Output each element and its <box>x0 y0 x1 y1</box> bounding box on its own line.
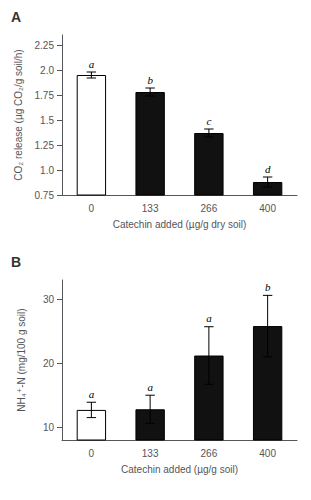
svg-text:2.0: 2.0 <box>40 65 54 76</box>
svg-text:d: d <box>265 163 271 175</box>
svg-text:b: b <box>265 281 271 293</box>
svg-text:Catechin added (µg/g soil): Catechin added (µg/g soil) <box>121 464 238 475</box>
svg-text:0: 0 <box>89 448 95 459</box>
svg-text:0.75: 0.75 <box>35 190 55 201</box>
svg-text:a: a <box>89 58 95 70</box>
svg-text:266: 266 <box>201 203 218 214</box>
svg-text:a: a <box>206 312 212 324</box>
svg-text:133: 133 <box>142 203 159 214</box>
svg-text:2.25: 2.25 <box>35 40 55 51</box>
svg-text:A: A <box>11 9 21 25</box>
svg-text:10: 10 <box>43 422 55 433</box>
svg-text:c: c <box>206 115 211 127</box>
svg-text:400: 400 <box>259 448 276 459</box>
svg-text:Catechin added (µg/g dry soil): Catechin added (µg/g dry soil) <box>113 219 247 230</box>
svg-text:1.75: 1.75 <box>35 90 55 101</box>
svg-text:1.0: 1.0 <box>40 165 54 176</box>
svg-text:133: 133 <box>142 448 159 459</box>
svg-text:30: 30 <box>43 294 55 305</box>
svg-text:266: 266 <box>201 448 218 459</box>
svg-text:B: B <box>11 254 21 270</box>
svg-text:0: 0 <box>89 203 95 214</box>
svg-text:a: a <box>147 381 153 393</box>
svg-text:400: 400 <box>259 203 276 214</box>
svg-text:1.5: 1.5 <box>40 115 54 126</box>
svg-text:20: 20 <box>43 358 55 369</box>
svg-text:b: b <box>147 74 153 86</box>
svg-text:a: a <box>89 388 95 400</box>
svg-text:CO₂ release (µg CO₂/g soil/h): CO₂ release (µg CO₂/g soil/h) <box>13 49 24 180</box>
svg-text:1.25: 1.25 <box>35 140 55 151</box>
svg-text:NH₄⁺-N (mg/100 g soil): NH₄⁺-N (mg/100 g soil) <box>16 308 27 411</box>
